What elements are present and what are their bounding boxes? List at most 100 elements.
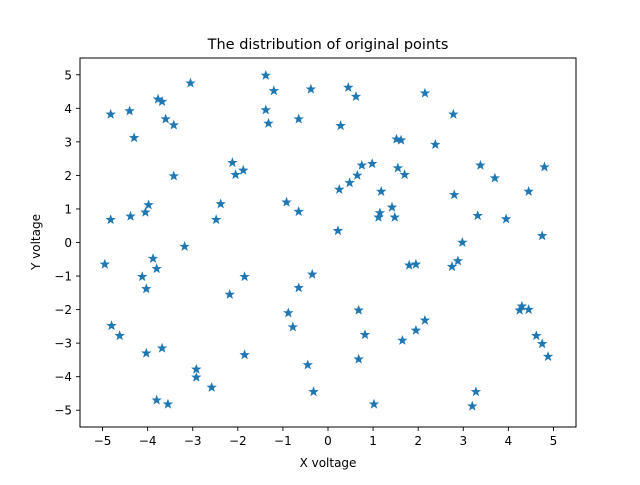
scatter-point bbox=[523, 186, 534, 196]
y-tick-label: 3 bbox=[64, 135, 72, 149]
scatter-point bbox=[206, 381, 217, 392]
y-tick-label: −5 bbox=[54, 404, 72, 418]
scatter-point bbox=[419, 87, 431, 98]
scatter-point bbox=[179, 241, 190, 251]
scatter-point bbox=[410, 324, 422, 335]
scatter-point bbox=[308, 386, 319, 397]
scatter-point bbox=[307, 268, 318, 279]
scatter-point bbox=[260, 69, 271, 80]
scatter-point bbox=[156, 96, 168, 107]
scatter-point bbox=[191, 363, 202, 374]
scatter-point bbox=[392, 162, 404, 173]
scatter-point bbox=[151, 263, 162, 274]
scatter-point bbox=[152, 93, 164, 104]
scatter-point bbox=[536, 230, 548, 241]
scatter-point bbox=[353, 304, 364, 315]
scatter-point bbox=[162, 398, 174, 409]
scatter-point bbox=[268, 85, 280, 96]
scatter-point bbox=[366, 158, 378, 169]
scatter-point bbox=[227, 157, 238, 168]
scatter-point bbox=[350, 91, 362, 102]
scatter-point bbox=[419, 314, 431, 325]
scatter-point bbox=[99, 258, 111, 269]
scatter-point bbox=[457, 237, 468, 247]
scatter-point bbox=[500, 213, 512, 224]
scatter-point bbox=[395, 134, 407, 145]
x-tick-label: 1 bbox=[369, 434, 377, 448]
scatter-point bbox=[160, 113, 171, 124]
scatter-point bbox=[147, 253, 159, 264]
scatter-point bbox=[293, 206, 304, 217]
x-tick-label: −3 bbox=[184, 434, 202, 448]
scatter-point bbox=[344, 177, 355, 188]
scatter-point bbox=[105, 108, 116, 119]
scatter-point bbox=[137, 271, 148, 282]
y-tick-label: −2 bbox=[54, 303, 72, 317]
scatter-point bbox=[128, 132, 140, 143]
scatter-point bbox=[151, 394, 162, 405]
scatter-point bbox=[238, 164, 249, 175]
scatter-point bbox=[230, 169, 241, 180]
scatter-point bbox=[531, 330, 542, 341]
scatter-point bbox=[281, 196, 292, 207]
scatter-point bbox=[210, 214, 222, 225]
scatter-point bbox=[516, 300, 528, 311]
scatter-point bbox=[332, 225, 344, 236]
y-tick-label: 4 bbox=[64, 102, 72, 116]
scatter-point bbox=[359, 329, 371, 340]
scatter-point bbox=[125, 210, 136, 221]
scatter-point bbox=[302, 359, 313, 370]
scatter-point bbox=[260, 104, 271, 115]
scatter-point bbox=[353, 353, 364, 364]
scatter-point bbox=[185, 77, 196, 88]
scatter-point bbox=[191, 371, 202, 382]
scatter-point bbox=[386, 201, 398, 212]
chart-title: The distribution of original points bbox=[207, 37, 449, 53]
scatter-point bbox=[224, 289, 235, 299]
scatter-point bbox=[287, 321, 299, 332]
scatter-point bbox=[263, 117, 274, 128]
x-tick-label: 0 bbox=[324, 434, 332, 448]
scatter-point bbox=[475, 159, 486, 170]
x-tick-label: −2 bbox=[229, 434, 247, 448]
scatter-point bbox=[446, 261, 458, 272]
scatter-point bbox=[410, 258, 422, 269]
scatter-point bbox=[399, 169, 410, 180]
data-points bbox=[99, 69, 554, 411]
scatter-point bbox=[356, 159, 368, 170]
scatter-point bbox=[352, 169, 363, 180]
scatter-point bbox=[542, 351, 554, 361]
scatter-point bbox=[105, 214, 116, 225]
scatter-point bbox=[114, 330, 125, 341]
scatter-point bbox=[472, 210, 483, 221]
scatter-point bbox=[368, 398, 380, 409]
scatter-point bbox=[397, 334, 408, 345]
x-tick-label: 5 bbox=[550, 434, 558, 448]
scatter-point bbox=[452, 255, 464, 266]
scatter-point bbox=[470, 386, 482, 397]
scatter-point bbox=[143, 199, 154, 210]
scatter-point bbox=[168, 170, 179, 181]
scatter-point bbox=[215, 198, 226, 209]
x-tick-label: −4 bbox=[139, 434, 157, 448]
scatter-point bbox=[141, 347, 152, 358]
x-axis-label: X voltage bbox=[300, 456, 357, 470]
scatter-point bbox=[448, 108, 459, 119]
y-tick-label: −1 bbox=[54, 270, 72, 284]
scatter-point bbox=[156, 342, 168, 353]
scatter-point bbox=[403, 259, 415, 270]
x-tick-label: 3 bbox=[459, 434, 467, 448]
scatter-point bbox=[106, 320, 117, 331]
scatter-point bbox=[374, 207, 386, 218]
scatter-point bbox=[334, 184, 345, 194]
scatter-point bbox=[335, 120, 346, 131]
scatter-point bbox=[168, 119, 179, 130]
scatter-point bbox=[305, 83, 317, 94]
scatter-point bbox=[449, 189, 460, 200]
scatter-point bbox=[536, 338, 548, 349]
scatter-point bbox=[239, 271, 250, 282]
y-tick-label: 5 bbox=[64, 68, 72, 82]
x-tick-label: −1 bbox=[274, 434, 292, 448]
scatter-point bbox=[140, 206, 151, 217]
